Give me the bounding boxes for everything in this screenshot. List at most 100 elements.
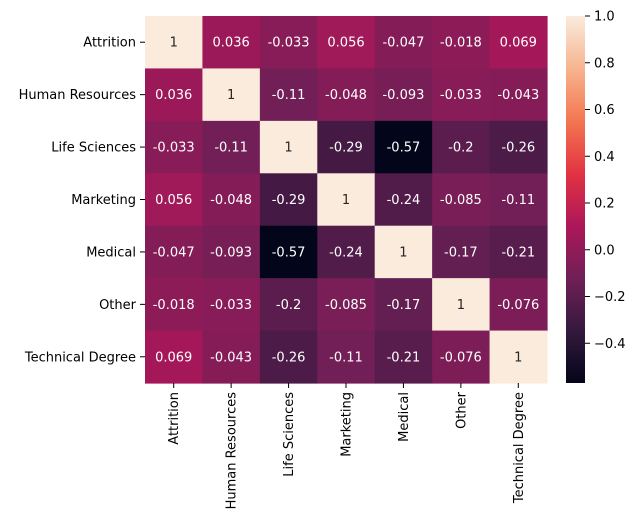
colorbar-tick-label: 0.4 — [594, 150, 615, 165]
heatmap-cell — [145, 278, 204, 332]
x-tick-label: Medical — [397, 392, 412, 442]
cell-value-label: -0.26 — [272, 350, 306, 365]
heatmap-cell — [202, 173, 261, 227]
colorbar-tick-label: 0.6 — [594, 103, 615, 118]
x-tick-label: Life Sciences — [282, 392, 297, 477]
heatmap-cell — [432, 225, 491, 279]
heatmap-cell — [317, 16, 376, 70]
y-tick-label: Other — [99, 298, 137, 313]
cell-value-label: -0.085 — [440, 193, 482, 208]
heatmap-cell — [432, 278, 491, 332]
colorbar-tick-label: 0.8 — [594, 56, 615, 71]
heatmap-cell — [259, 330, 318, 384]
cell-value-label: -0.076 — [497, 298, 539, 313]
heatmap-cell — [259, 173, 318, 227]
heatmap-cells — [145, 16, 548, 384]
cell-value-label: -0.033 — [268, 36, 310, 51]
cell-value-label: -0.076 — [440, 350, 482, 365]
heatmap-cell — [374, 16, 433, 70]
y-tick-labels: Attrition Human Resources Life Sciences Mar… — [19, 36, 145, 365]
y-tick-label: Life Sciences — [51, 141, 136, 156]
cell-value-label: -0.018 — [440, 36, 482, 51]
cell-value-label: -0.047 — [382, 36, 424, 51]
cell-value-label: 1 — [170, 36, 178, 51]
heatmap-cell — [374, 330, 433, 384]
cell-value-label: -0.29 — [272, 193, 306, 208]
y-tick-label: Marketing — [71, 193, 136, 208]
heatmap-cell — [202, 16, 261, 70]
cell-value-label: 1 — [284, 141, 292, 156]
cell-value-label: -0.21 — [501, 245, 535, 260]
heatmap-cell — [374, 120, 433, 174]
heatmap-cell — [317, 173, 376, 227]
heatmap-cell — [374, 68, 433, 122]
colorbar-tick-label: 0.2 — [594, 197, 615, 212]
heatmap-cell — [317, 278, 376, 332]
heatmap-cell — [489, 120, 548, 174]
heatmap-cell — [145, 68, 204, 122]
heatmap-cell — [374, 278, 433, 332]
cell-value-label: 1 — [514, 350, 522, 365]
heatmap-cell — [489, 68, 548, 122]
cell-value-label: 1 — [342, 193, 350, 208]
cell-value-label: 0.069 — [155, 350, 192, 365]
cell-value-label: -0.57 — [387, 141, 421, 156]
cell-value-label: -0.26 — [501, 141, 535, 156]
cell-value-label: -0.033 — [210, 298, 252, 313]
heatmap-cell — [317, 120, 376, 174]
cell-value-label: -0.57 — [272, 245, 306, 260]
y-tick-label: Technical Degree — [24, 350, 136, 365]
x-tick-label: Attrition — [167, 392, 182, 445]
heatmap-cell — [202, 278, 261, 332]
heatmap-cell — [145, 173, 204, 227]
colorbar-gradient — [566, 16, 585, 383]
y-tick-label: Human Resources — [19, 88, 137, 103]
cell-value-label: -0.2 — [448, 141, 473, 156]
cell-value-label: -0.24 — [387, 193, 421, 208]
cell-value-label: -0.11 — [272, 88, 306, 103]
cell-value-label: 1 — [227, 88, 235, 103]
colorbar-tick-label: −0.2 — [594, 290, 626, 305]
heatmap-cell — [374, 173, 433, 227]
heatmap-cell — [489, 278, 548, 332]
cell-value-label: -0.047 — [153, 245, 195, 260]
heatmap-cell — [145, 16, 204, 70]
cell-value-label: -0.048 — [210, 193, 252, 208]
x-tick-label: Technical Degree — [512, 392, 527, 504]
heatmap-cell — [317, 68, 376, 122]
heatmap-cell — [432, 68, 491, 122]
cell-value-label: -0.033 — [153, 141, 195, 156]
heatmap-cell — [259, 68, 318, 122]
heatmap-cell-labels: 1 0.036 -0.033 0.056 -0.047 -0.018 0.069 0.036 1… — [153, 36, 540, 366]
heatmap-cell — [145, 120, 204, 174]
cell-value-label: -0.17 — [387, 298, 421, 313]
x-tick-label: Marketing — [340, 392, 355, 457]
x-tick-labels: Attrition Human Resources Life Sciences Mar… — [167, 383, 527, 509]
cell-value-label: -0.093 — [210, 245, 252, 260]
cell-value-label: -0.29 — [329, 141, 363, 156]
heatmap-cell — [145, 225, 204, 279]
cell-value-label: -0.21 — [387, 350, 421, 365]
cell-value-label: 0.036 — [155, 88, 192, 103]
cell-value-label: -0.11 — [501, 193, 535, 208]
cell-value-label: 0.069 — [500, 36, 537, 51]
heatmap-cell — [259, 278, 318, 332]
cell-value-label: 0.056 — [327, 36, 364, 51]
cell-value-label: -0.2 — [276, 298, 301, 313]
heatmap-cell — [202, 330, 261, 384]
y-tick-label: Attrition — [83, 36, 136, 51]
colorbar: 1.0 0.8 0.6 0.4 0.2 0.0 −0.2 −0.4 — [566, 10, 626, 383]
colorbar-tick-label: 0.0 — [594, 243, 615, 258]
heatmap-cell — [374, 225, 433, 279]
cell-value-label: -0.24 — [329, 245, 363, 260]
heatmap-cell — [432, 16, 491, 70]
heatmap-cell — [489, 173, 548, 227]
heatmap-cell — [489, 225, 548, 279]
heatmap-cell — [202, 120, 261, 174]
cell-value-label: 1 — [457, 298, 465, 313]
colorbar-tick-label: 1.0 — [594, 10, 615, 25]
cell-value-label: 1 — [399, 245, 407, 260]
colorbar-tick-label: −0.4 — [594, 337, 626, 352]
heatmap-cell — [202, 68, 261, 122]
